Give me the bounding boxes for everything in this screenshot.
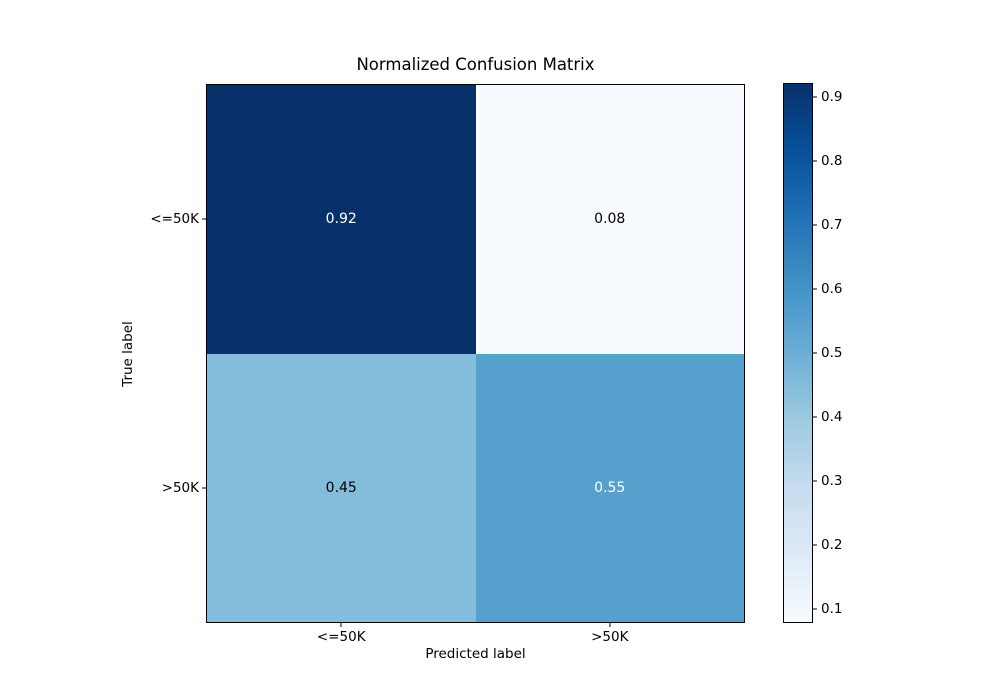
heatmap-grid: 0.92 0.08 0.45 0.55	[207, 85, 744, 622]
x-axis-label: Predicted label	[425, 646, 526, 662]
y-tick-mark	[202, 218, 206, 220]
colorbar-tick-label: 0.6	[821, 280, 843, 297]
colorbar-tick-label: 0.2	[821, 537, 843, 554]
colorbar-tick-mark	[813, 608, 817, 610]
x-tick-label: >50K	[591, 629, 629, 645]
heatmap-cell: 0.92	[207, 85, 476, 354]
heatmap-cell: 0.55	[475, 353, 744, 622]
colorbar-tick-mark	[813, 96, 817, 98]
colorbar: 0.9 0.8 0.7 0.6 0.5 0.4 0.3 0.2 0.1	[783, 83, 842, 623]
chart-title: Normalized Confusion Matrix	[356, 55, 595, 74]
colorbar-tick-label: 0.1	[821, 601, 843, 618]
y-axis-label: True label	[120, 320, 136, 387]
heatmap-cell: 0.08	[475, 85, 744, 354]
x-tick-mark	[609, 623, 611, 627]
colorbar-tick-label: 0.3	[821, 473, 843, 490]
x-tick-mark	[340, 623, 342, 627]
x-tick-label: <=50K	[316, 629, 366, 645]
colorbar-tick-mark	[813, 480, 817, 482]
colorbar-tick-label: 0.4	[821, 409, 843, 426]
heatmap-cell: 0.45	[207, 353, 476, 622]
colorbar-tick-label: 0.5	[821, 345, 843, 361]
colorbar-tick-mark	[813, 544, 817, 546]
colorbar-tick-label: 0.8	[821, 152, 843, 169]
y-tick-mark	[202, 487, 206, 489]
colorbar-tick-label: 0.7	[821, 216, 843, 233]
y-tick-label: <=50K	[150, 211, 199, 228]
colorbar-tick-mark	[813, 224, 817, 226]
heatmap-axes: 0.92 0.08 0.45 0.55 Predicted label True la…	[120, 84, 745, 662]
colorbar-tick-mark	[813, 160, 817, 162]
colorbar-tick-mark	[813, 352, 817, 354]
colorbar-tick-mark	[813, 288, 817, 290]
colorbar-tick-label: 0.9	[821, 88, 843, 105]
y-tick-label: >50K	[161, 479, 199, 496]
colorbar-tick-mark	[813, 416, 817, 418]
